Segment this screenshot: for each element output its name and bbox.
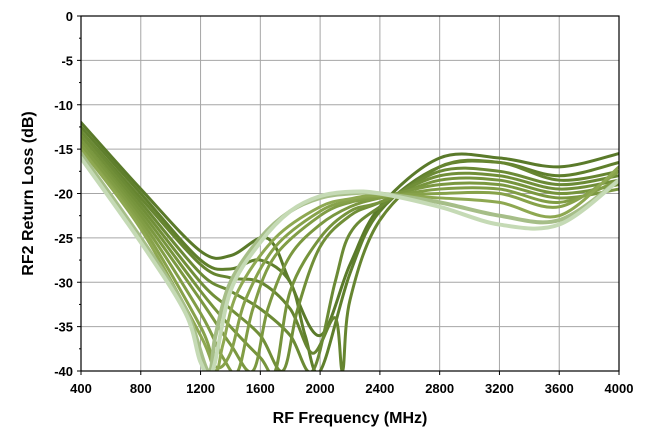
x-tick-label: 4000 [605,381,634,396]
x-tick-label: 2800 [425,381,454,396]
y-tick-label: -30 [54,275,73,290]
series-line-1 [81,121,619,337]
x-axis-title: RF Frequency (MHz) [273,410,428,427]
y-tick-label: -5 [61,53,73,68]
series-line-8 [81,143,619,371]
series-line-6 [81,138,619,371]
x-tick-label: 2400 [365,381,394,396]
series-line-9 [81,147,619,370]
x-tick-label: 400 [70,381,92,396]
y-tick-label: -15 [54,142,73,157]
x-tick-label: 1200 [186,381,215,396]
x-tick-label: 2000 [306,381,335,396]
y-tick-label: -10 [54,98,73,113]
plot-frame [80,15,620,372]
y-tick-label: -35 [54,320,73,335]
series-line-10 [81,147,619,371]
series-line-3 [81,129,619,371]
axes [80,15,620,372]
y-tick-label: -20 [54,187,73,202]
series-line-4 [81,129,619,371]
x-tick-label: 3600 [545,381,574,396]
series-line-7 [81,138,619,371]
x-tick-label: 3200 [485,381,514,396]
y-tick-labels: 0 -5 -10 -15 -20 -25 -30 -35 -40 [54,9,73,379]
x-tick-labels: 400 800 1200 1600 2000 2400 2800 3200 3600 4000 [70,381,633,396]
y-tick-label: -40 [54,364,73,379]
x-tick-label: 800 [130,381,152,396]
x-tick-label: 1600 [246,381,275,396]
series-layer [81,121,619,371]
y-tick-label: -25 [54,231,73,246]
series-line-12 [81,156,619,371]
series-line-5 [81,134,619,371]
y-axis-title: RF2 Return Loss (dB) [20,111,37,275]
y-tick-label: 0 [66,9,73,24]
